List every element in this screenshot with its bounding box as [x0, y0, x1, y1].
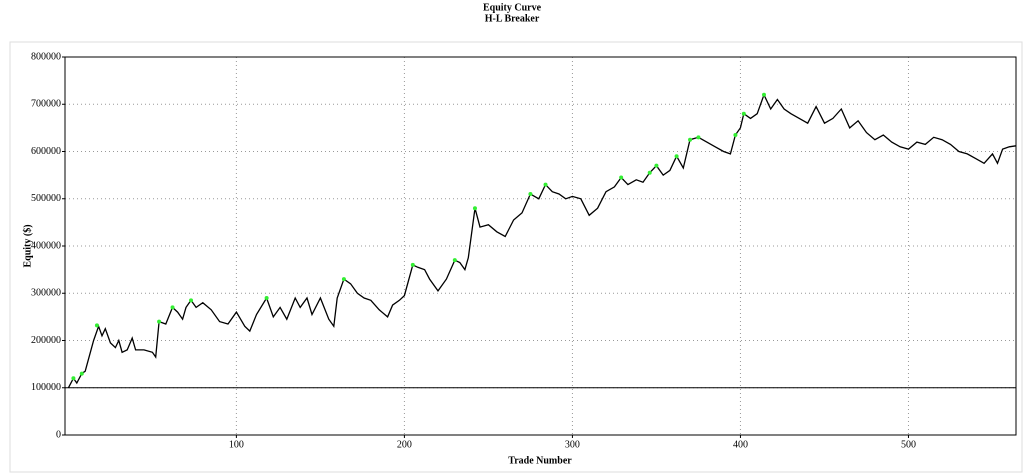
chart-title: Equity Curve [483, 2, 542, 13]
y-tick-label: 200000 [31, 335, 61, 346]
chart-frame [9, 41, 1023, 473]
y-axis-label: Equity ($) [22, 224, 33, 267]
x-tick-label: 300 [565, 439, 580, 450]
new-high-marker [79, 371, 84, 376]
new-high-marker [696, 135, 701, 140]
y-tick-label: 700000 [31, 99, 61, 110]
plot-area [64, 56, 1017, 436]
new-high-marker [472, 206, 477, 211]
new-high-marker [410, 262, 415, 267]
new-high-marker [170, 305, 175, 310]
y-tick-label: 500000 [31, 193, 61, 204]
new-high-marker [157, 319, 162, 324]
new-high-marker [647, 170, 652, 175]
x-tick-label: 200 [397, 439, 412, 450]
new-high-marker [654, 163, 659, 168]
x-tick-label: 500 [901, 439, 916, 450]
new-high-marker [264, 295, 269, 300]
new-high-marker [94, 323, 99, 328]
x-tick-label: 400 [733, 439, 748, 450]
new-high-marker [688, 137, 693, 142]
new-high-marker [543, 182, 548, 187]
new-high-marker [452, 258, 457, 263]
y-tick-label: 600000 [31, 146, 61, 157]
x-tick-label: 100 [229, 439, 244, 450]
x-axis-label: Trade Number [508, 455, 572, 466]
new-high-marker [189, 298, 194, 303]
y-tick-label: 400000 [31, 240, 61, 251]
y-tick-label: 100000 [31, 382, 61, 393]
y-tick-label: 0 [56, 429, 61, 440]
new-high-marker [71, 376, 76, 381]
new-high-marker [741, 111, 746, 116]
new-high-marker [619, 175, 624, 180]
new-high-marker [733, 132, 738, 137]
y-tick-label: 300000 [31, 288, 61, 299]
equity-line [67, 93, 1017, 389]
y-tick-label: 800000 [31, 51, 61, 62]
new-high-marker [674, 154, 679, 159]
new-high-marker [528, 192, 533, 197]
new-high-marker [761, 92, 766, 97]
new-high-marker [341, 277, 346, 282]
chart-subtitle: H-L Breaker [485, 13, 540, 24]
